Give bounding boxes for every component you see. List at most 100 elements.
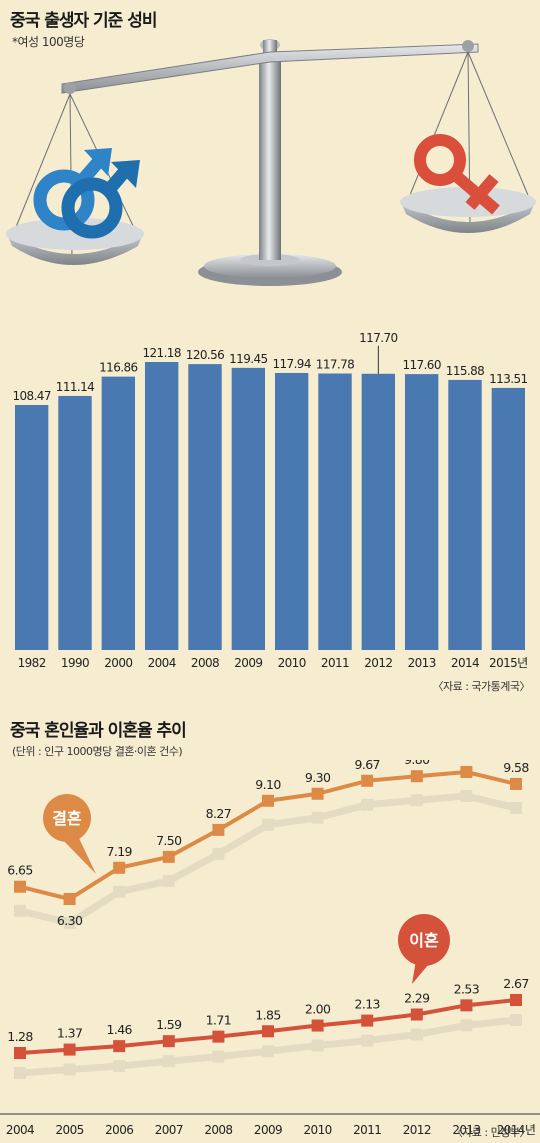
bar <box>361 373 396 650</box>
bar-value-label: 121.18 <box>142 346 180 360</box>
divorce-value-label: 2.29 <box>404 990 430 1005</box>
marriage-shadow-marker <box>212 847 225 860</box>
x-tick-label: 2000 <box>104 656 132 670</box>
chart2-subtitle: (단위 : 인구 1000명당 결혼·이혼 건수) <box>12 745 183 758</box>
marriage-shadow-marker <box>63 917 76 929</box>
bar-value-label: 119.45 <box>229 352 267 366</box>
x-tick-label: 2013 <box>408 656 436 670</box>
marriage-shadow-marker <box>14 904 26 917</box>
bar-value-label: 120.56 <box>186 348 224 362</box>
marriage-value-label: 7.19 <box>106 844 132 859</box>
divorce-marker <box>113 1040 126 1053</box>
marriage-marker <box>14 880 26 893</box>
x-tick-label: 2010 <box>304 1123 332 1137</box>
divorce-shadow-marker <box>63 1063 76 1076</box>
x-tick-label: 2008 <box>204 1123 232 1137</box>
divorce-shadow-marker <box>361 1034 374 1047</box>
chart1-title: 중국 출생자 기준 성비 <box>10 11 158 31</box>
marriage-badge-label: 결혼 <box>52 809 82 828</box>
marriage-marker <box>162 850 175 863</box>
marriage-value-label: 9.30 <box>305 770 331 785</box>
divorce-marker <box>311 1019 324 1032</box>
bar <box>404 374 439 650</box>
marriage-shadow-marker <box>262 818 274 831</box>
scale-illustration <box>6 39 536 286</box>
x-tick-label: 2010 <box>278 656 306 670</box>
divorce-shadow-marker <box>510 1014 522 1026</box>
x-tick-label: 2008 <box>191 656 219 670</box>
marriage-badge-tail <box>59 834 96 874</box>
chart2-title: 중국 혼인율과 이혼율 추이 <box>10 721 187 741</box>
marriage-marker <box>262 794 274 807</box>
marriage-value-label: 9.58 <box>503 760 529 775</box>
divorce-value-label: 1.28 <box>7 1029 33 1044</box>
divorce-shadow-marker <box>460 1019 473 1032</box>
x-tick-label: 2009 <box>254 1123 282 1137</box>
divorce-marker <box>262 1025 274 1038</box>
divorce-value-label: 1.59 <box>156 1017 182 1032</box>
divorce-value-label: 2.00 <box>305 1002 331 1017</box>
marriage-marker <box>63 893 76 905</box>
bar-value-label: 117.94 <box>272 357 310 371</box>
marriage-shadow-marker <box>460 790 473 802</box>
divorce-shadow-marker <box>410 1028 423 1041</box>
bar <box>14 405 49 650</box>
female-symbol-icon <box>414 134 500 215</box>
marriage-value-label: 7.50 <box>156 833 182 848</box>
marriage-badge-circle <box>43 794 91 842</box>
divorce-value-label: 2.67 <box>503 976 528 991</box>
x-tick-label: 2006 <box>105 1123 133 1137</box>
bar-value-label: 117.78 <box>316 358 354 372</box>
divorce-marker <box>410 1008 423 1021</box>
divorce-value-label: 1.46 <box>106 1022 132 1037</box>
x-tick-label: 2011 <box>353 1123 381 1137</box>
scale-beam <box>61 43 479 94</box>
marriage-value-label: 6.30 <box>57 913 83 928</box>
x-tick-label: 2012 <box>403 1123 431 1137</box>
bar <box>58 395 92 650</box>
x-tick-label: 2011 <box>321 656 349 670</box>
marriage-marker <box>212 823 225 836</box>
marriage-marker <box>113 861 126 874</box>
x-tick-label: 2015년 <box>489 656 528 670</box>
divorce-shadow-marker <box>212 1050 225 1063</box>
marriage-value-label: 6.65 <box>7 863 32 878</box>
divorce-value-label: 1.37 <box>57 1026 82 1041</box>
x-tick-label: 2014 <box>451 656 479 670</box>
marriage-value-label: 9.80 <box>404 760 430 767</box>
divorce-badge-circle <box>398 914 450 966</box>
chart1-subtitle: *여성 100명당 <box>12 35 85 49</box>
x-tick-label: 1982 <box>18 656 46 670</box>
marriage-divorce-line-chart: 6.65 6.30 7.19 7.50 8.27 9.10 9.30 9.67 9.80 9.92… <box>0 760 540 1137</box>
bar-value-label: 113.51 <box>489 372 527 386</box>
chart1-source: 〈자료 : 국가통계국〉 <box>432 680 530 693</box>
divorce-value-label: 2.53 <box>454 981 479 996</box>
bar-value-label: 108.47 <box>12 389 50 403</box>
marriage-marker <box>460 766 473 778</box>
bar <box>231 367 266 650</box>
divorce-marker <box>361 1014 374 1027</box>
marriage-value-label: 9.92 <box>454 760 479 763</box>
x-tick-label: 1990 <box>61 656 89 670</box>
divorce-badge-label: 이혼 <box>409 931 439 950</box>
divorce-marker <box>212 1030 225 1043</box>
bar <box>274 372 309 650</box>
marriage-shadow-marker <box>162 874 175 887</box>
marriage-value-label: 8.27 <box>206 806 231 821</box>
x-tick-label: 2014년 <box>497 1123 536 1137</box>
marriage-marker <box>410 770 423 783</box>
x-tick-label: 2009 <box>234 656 262 670</box>
male-symbol-icon <box>33 148 140 239</box>
divorce-shadow-marker <box>14 1067 26 1079</box>
divorce-marker <box>162 1035 175 1048</box>
divorce-shadow-marker <box>113 1060 126 1073</box>
bar <box>188 364 222 650</box>
divorce-marker <box>63 1043 76 1056</box>
scale-pillar <box>259 60 281 260</box>
divorce-shadow-marker <box>162 1055 175 1068</box>
marriage-value-label: 9.10 <box>255 777 281 792</box>
chart2-source: 〈자료 : 민정부〉 <box>451 1126 531 1139</box>
x-tick-label: 2004 <box>148 656 176 670</box>
divorce-marker <box>460 999 473 1012</box>
